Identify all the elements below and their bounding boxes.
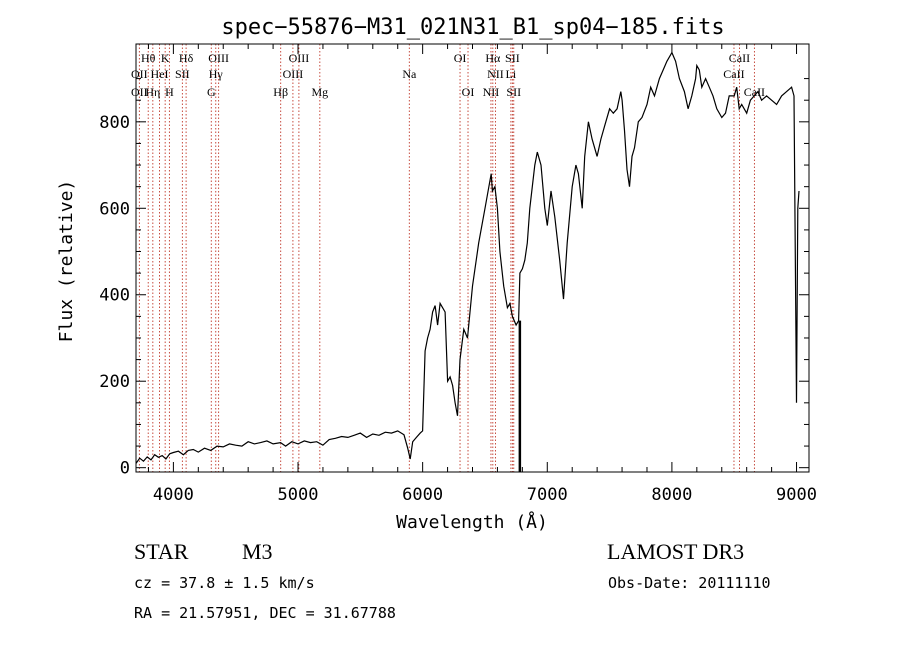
redshift-readout: cz = 37.8 ± 1.5 km/s bbox=[134, 574, 315, 592]
spectral-line-label: OII bbox=[131, 85, 148, 99]
obs-date: Obs-Date: 20111110 bbox=[608, 574, 771, 592]
spectral-line-label: OI bbox=[454, 51, 467, 65]
spectral-line-label: OIII bbox=[208, 51, 229, 65]
chart-title: spec−55876−M31_021N31_B1_sp04−185.fits bbox=[221, 15, 724, 40]
survey-name: LAMOST DR3 bbox=[607, 539, 745, 564]
x-tick-label: 6000 bbox=[402, 485, 443, 505]
object-class: STAR bbox=[134, 539, 189, 564]
spectral-line-label: OI bbox=[462, 85, 475, 99]
y-tick-label: 800 bbox=[99, 113, 130, 133]
spectral-line-label: Mg bbox=[311, 85, 328, 99]
spectral-line-label: OIII bbox=[289, 51, 310, 65]
x-tick-label: 9000 bbox=[776, 485, 817, 505]
spectral-line-label: Hγ bbox=[209, 67, 224, 81]
x-axis-label: Wavelength (Å) bbox=[396, 511, 548, 533]
spectral-line-label: G bbox=[207, 85, 216, 99]
spectral-line-label: OII bbox=[131, 67, 148, 81]
coordinates: RA = 21.57951, DEC = 31.67788 bbox=[134, 604, 396, 622]
spectral-line-label: Li bbox=[506, 67, 517, 81]
y-tick-label: 400 bbox=[99, 286, 130, 306]
spectral-line-label: Hα bbox=[485, 51, 501, 65]
x-tick-label: 8000 bbox=[651, 485, 692, 505]
object-subclass: M3 bbox=[242, 539, 273, 564]
spectral-line-label: Hη bbox=[145, 85, 160, 99]
spectral-line-label: CaII bbox=[723, 67, 744, 81]
spectral-line-label: K bbox=[161, 51, 170, 65]
y-axis-label: Flux (relative) bbox=[56, 180, 77, 343]
spectral-line-label: HeI bbox=[151, 67, 169, 81]
spectral-line-label: Hβ bbox=[273, 85, 288, 99]
spectral-line-label: NII bbox=[483, 85, 500, 99]
spectral-line-label: OIII bbox=[283, 67, 304, 81]
spectral-line-label: Na bbox=[402, 67, 417, 81]
spectral-line-label: CaII bbox=[744, 85, 765, 99]
x-tick-label: 4000 bbox=[153, 485, 194, 505]
y-tick-label: 600 bbox=[99, 199, 130, 219]
x-tick-label: 5000 bbox=[278, 485, 319, 505]
spectral-line-label: SII bbox=[175, 67, 190, 81]
spectral-line-label: CaII bbox=[729, 51, 750, 65]
spectral-line-label: H bbox=[165, 85, 174, 99]
spectrum-line bbox=[135, 51, 800, 464]
y-tick-label: 200 bbox=[99, 372, 130, 392]
spectral-line-label: NII bbox=[487, 67, 504, 81]
spectral-line-label: SII bbox=[505, 51, 520, 65]
plot-frame bbox=[135, 43, 810, 473]
x-tick-label: 7000 bbox=[527, 485, 568, 505]
spectral-line-label: SII bbox=[506, 85, 521, 99]
spectral-line-label: Hθ bbox=[141, 51, 156, 65]
y-tick-label: 0 bbox=[120, 459, 130, 479]
spectral-line-label: Hδ bbox=[179, 51, 194, 65]
